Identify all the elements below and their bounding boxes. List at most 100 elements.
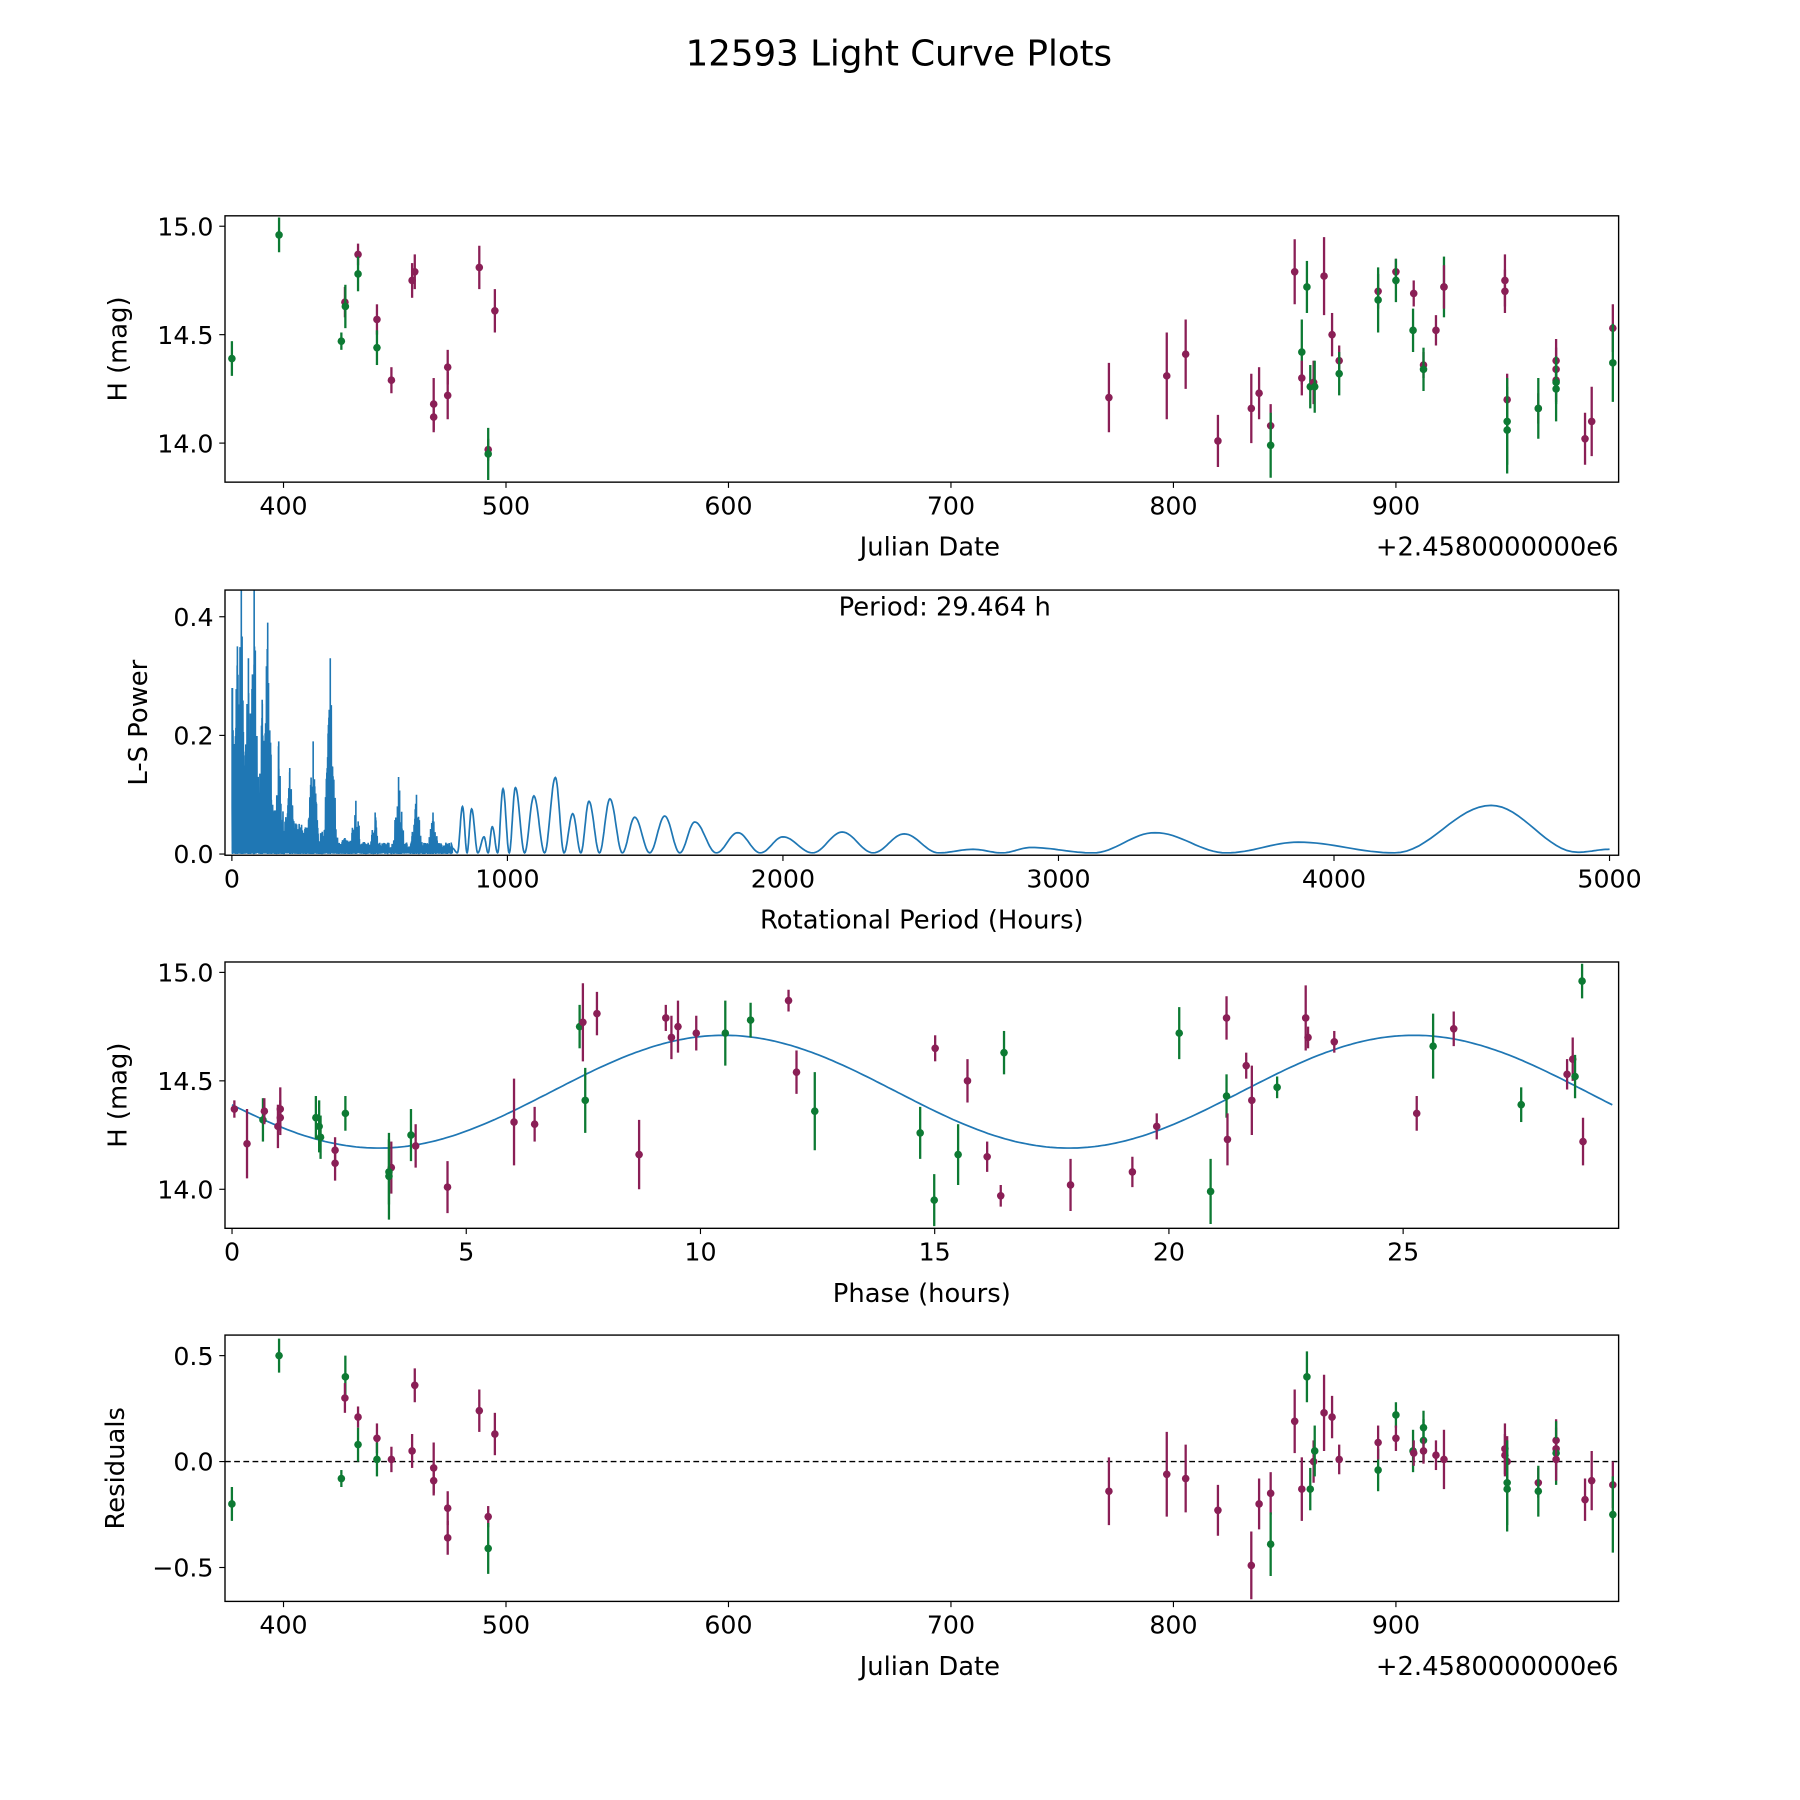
- data-marker: [373, 1434, 381, 1443]
- data-marker: [1449, 1025, 1458, 1033]
- data-point-maroon: [1552, 1438, 1560, 1481]
- data-marker: [1152, 1122, 1161, 1131]
- x-offset-label: +2.4580000000e6: [1376, 1652, 1619, 1682]
- data-marker: [1298, 1485, 1306, 1493]
- data-point-green: [1534, 1465, 1543, 1517]
- plot-area: [231, 590, 1610, 855]
- data-point-green: [1609, 1476, 1617, 1553]
- data-point-maroon: [1440, 1429, 1448, 1490]
- x-tick-label: 900: [1372, 1611, 1420, 1640]
- data-marker: [1579, 1137, 1587, 1146]
- data-marker: [1255, 1500, 1263, 1508]
- periodogram-line: [452, 776, 1610, 855]
- data-marker: [491, 307, 499, 315]
- data-marker: [408, 1447, 416, 1455]
- data-marker: [341, 302, 350, 311]
- x-tick-label: 3000: [1026, 864, 1090, 893]
- data-point-maroon: [475, 245, 484, 290]
- data-point-maroon: [443, 371, 452, 420]
- data-point-maroon: [784, 989, 793, 1012]
- data-point-maroon: [1587, 1450, 1596, 1511]
- x-tick-label: 900: [1372, 491, 1420, 520]
- data-point-maroon: [341, 1383, 349, 1413]
- data-marker: [1587, 417, 1596, 426]
- data-point-maroon: [1581, 1478, 1589, 1521]
- data-point-maroon: [1432, 1440, 1440, 1471]
- data-point-green: [337, 1470, 346, 1487]
- data-point-maroon: [1563, 1059, 1571, 1090]
- data-point-maroon: [1587, 386, 1596, 457]
- data-point-maroon: [491, 289, 499, 333]
- data-marker: [443, 391, 452, 400]
- y-tick-label: 0.0: [173, 840, 213, 869]
- data-point-maroon: [983, 1141, 991, 1172]
- data-marker: [407, 1131, 415, 1139]
- data-marker: [1303, 1373, 1311, 1381]
- data-point-maroon: [1181, 1444, 1190, 1513]
- data-marker: [1306, 1485, 1315, 1493]
- data-point-maroon: [429, 401, 438, 433]
- data-point-green: [1578, 963, 1586, 999]
- data-marker: [916, 1129, 924, 1137]
- data-marker: [1392, 1411, 1400, 1419]
- data-marker: [1374, 296, 1382, 304]
- data-marker: [1432, 1451, 1440, 1459]
- residuals-axes: 400 500 600 700 800 900 −0.5 0.0 0.5 Julian Date R…: [101, 1334, 1620, 1682]
- data-point-maroon: [1501, 269, 1509, 313]
- data-marker: [1534, 404, 1543, 413]
- data-point-green: [1609, 323, 1617, 402]
- data-point-maroon: [1162, 1431, 1171, 1517]
- data-marker: [1222, 1014, 1231, 1022]
- data-point-maroon: [1581, 412, 1589, 465]
- x-tick-label: 4000: [1302, 864, 1366, 893]
- data-marker: [1214, 437, 1222, 445]
- data-marker: [1214, 1506, 1222, 1515]
- data-marker: [1181, 1474, 1190, 1483]
- data-point-maroon: [1320, 237, 1328, 316]
- data-point-maroon: [996, 1184, 1005, 1207]
- data-marker: [510, 1118, 518, 1126]
- data-marker: [1242, 1061, 1250, 1070]
- data-point-maroon: [408, 1434, 416, 1468]
- data-marker: [1374, 1438, 1382, 1447]
- data-marker: [373, 1455, 381, 1464]
- data-point-maroon: [662, 1004, 670, 1031]
- data-marker: [331, 1159, 339, 1168]
- data-point-maroon: [1255, 367, 1263, 420]
- data-marker: [1503, 1485, 1511, 1493]
- data-marker: [1298, 348, 1306, 356]
- data-point-green: [337, 332, 346, 350]
- data-point-green: [1503, 1446, 1511, 1532]
- data-point-green: [1266, 1512, 1275, 1576]
- y-axis-label: L-S Power: [124, 659, 154, 785]
- data-point-maroon: [1409, 280, 1418, 307]
- data-marker: [354, 250, 362, 259]
- data-point-maroon: [1432, 315, 1440, 346]
- data-marker: [1552, 1455, 1560, 1464]
- data-marker: [1534, 1487, 1543, 1496]
- data-marker: [341, 1373, 350, 1381]
- data-point-maroon: [443, 1491, 452, 1526]
- data-marker: [1266, 1489, 1275, 1498]
- data-point-maroon: [1290, 1389, 1299, 1454]
- data-point-maroon: [635, 1119, 643, 1190]
- data-point-maroon: [331, 1145, 339, 1181]
- data-point-maroon: [1392, 1425, 1400, 1451]
- data-point-maroon: [443, 1520, 452, 1555]
- data-marker: [1578, 977, 1586, 985]
- data-marker: [983, 1152, 991, 1161]
- data-point-green: [1503, 386, 1511, 474]
- data-point-maroon: [1374, 1425, 1382, 1460]
- data-point-green: [930, 1174, 939, 1227]
- data-marker: [1162, 372, 1171, 380]
- data-point-maroon: [1181, 319, 1190, 389]
- data-point-green: [341, 284, 350, 329]
- data-marker: [1105, 393, 1113, 402]
- data-point-maroon: [387, 1446, 396, 1473]
- data-marker: [1581, 1495, 1589, 1504]
- data-marker: [429, 413, 438, 421]
- data-marker: [1301, 1014, 1310, 1022]
- data-point-green: [1206, 1158, 1215, 1224]
- data-marker: [1181, 350, 1190, 358]
- data-marker: [1222, 1092, 1231, 1100]
